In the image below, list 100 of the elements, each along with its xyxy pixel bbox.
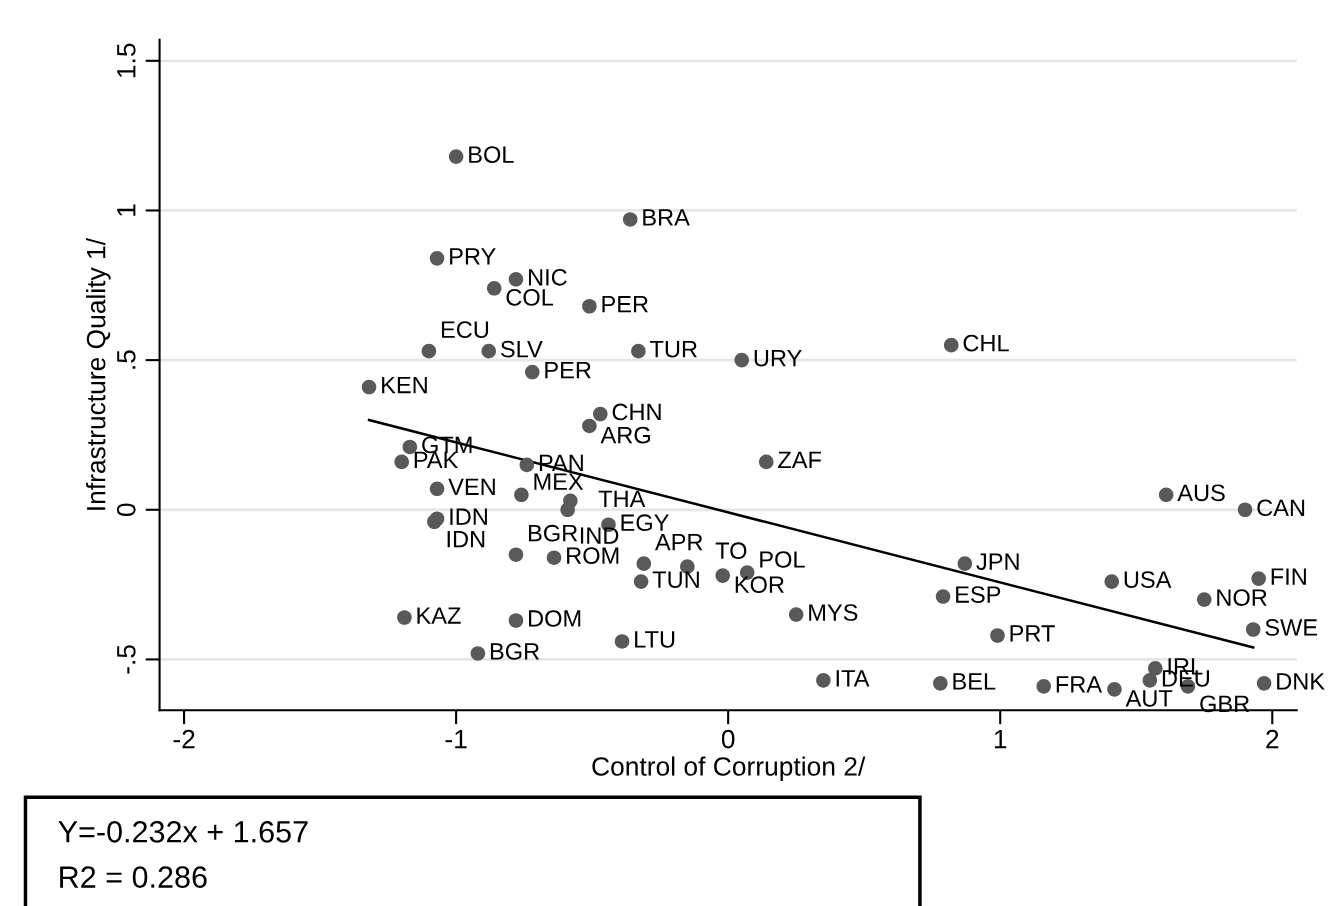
point (481, 343, 497, 359)
data-label: COL (506, 289, 554, 306)
data-label: URY (754, 349, 802, 367)
data-label: PRT (1010, 625, 1055, 642)
data-label: VEN (448, 478, 495, 495)
data-label: EGY (621, 514, 669, 532)
point (816, 673, 831, 688)
y-tick-label: 1 (117, 204, 136, 216)
data-label: KEN (382, 376, 427, 394)
point (935, 589, 951, 604)
point (636, 556, 652, 571)
data-label: IDN (450, 508, 487, 525)
point (758, 454, 774, 470)
point (593, 406, 608, 422)
point (397, 610, 412, 625)
point (525, 364, 540, 380)
data-label: CHN (612, 403, 661, 421)
point (1256, 676, 1272, 691)
point (508, 272, 524, 287)
data-label: IDN (447, 531, 485, 548)
data-label: PAN (539, 454, 583, 471)
x-tick-label: 0 (721, 729, 735, 749)
x-axis-title: Control of Corruption 2/ (592, 756, 866, 782)
point (429, 251, 445, 266)
point (933, 676, 948, 691)
data-label: KOR (735, 576, 784, 594)
data-label: NIC (529, 268, 567, 286)
point (1107, 682, 1122, 697)
data-label: TO (715, 542, 747, 560)
data-label: NOR (1217, 589, 1267, 606)
point (470, 646, 486, 661)
text: Y=-0.232x + 1.657 (58, 820, 308, 843)
data-label: PER (602, 296, 648, 313)
data-label: FRA (1056, 676, 1103, 693)
point (1251, 571, 1266, 586)
y-tick-label: 0 (116, 503, 136, 517)
point (990, 628, 1005, 643)
data-label: BGR (529, 524, 578, 542)
data-label: PER (545, 361, 591, 379)
data-label: KAZ (417, 607, 461, 624)
data-label: BRA (643, 209, 690, 226)
point (734, 352, 750, 368)
data-label: DNK (1277, 673, 1325, 690)
point (508, 613, 524, 628)
point (614, 634, 630, 649)
data-label: FIN (1271, 568, 1306, 585)
point (1158, 487, 1174, 503)
data-label: ITA (836, 670, 870, 687)
data-label: TUN (652, 571, 699, 588)
data-label: ROM (567, 547, 619, 564)
data-label: LTU (635, 631, 675, 648)
text: R2 = 0.286 (60, 866, 207, 888)
point (421, 343, 437, 359)
data-label: APR (654, 534, 703, 551)
point (508, 547, 524, 562)
data-label: ESP (956, 586, 1001, 603)
point (622, 212, 638, 227)
point (1142, 673, 1158, 688)
x-tick-label: 2 (1266, 729, 1279, 749)
point (486, 281, 502, 296)
data-label: CHL (963, 334, 1009, 352)
point (429, 481, 445, 497)
data-label: ARG (600, 426, 650, 444)
point (943, 337, 959, 353)
data-label: AUT (1125, 690, 1173, 707)
data-label: USA (1124, 571, 1172, 588)
point (448, 149, 464, 164)
data-label: POL (760, 551, 805, 568)
point (633, 574, 649, 589)
data-label: BGR (490, 643, 540, 660)
point (361, 379, 377, 395)
data-label: JPN (976, 553, 1019, 570)
point (394, 454, 409, 470)
point (631, 343, 646, 359)
x-tick-label: 1 (994, 730, 1007, 749)
x-tick-label: -2 (173, 729, 195, 749)
point (519, 457, 535, 473)
y-tick-label: -.5 (117, 645, 136, 674)
data-label: DOM (529, 610, 581, 627)
point (1148, 661, 1163, 676)
y-tick-label: 1.5 (117, 43, 136, 78)
data-label: ECU (441, 321, 489, 339)
point (582, 298, 597, 314)
point (788, 607, 804, 622)
point (957, 556, 973, 571)
data-label: MEX (534, 473, 584, 490)
point (560, 502, 575, 518)
y-axis-title: Infrastructure Quality 1/ (86, 237, 111, 510)
data-label: BEL (953, 673, 996, 690)
data-label: AUS (1177, 484, 1225, 502)
data-label: CAN (1257, 499, 1305, 517)
point (546, 550, 562, 565)
data-label: SWE (1265, 619, 1318, 636)
point (715, 568, 731, 583)
data-label: ZAF (778, 451, 822, 468)
point (1196, 592, 1212, 607)
data-label: TUR (650, 341, 697, 358)
data-label: THA (598, 490, 646, 507)
y-tick-label: .5 (117, 350, 136, 369)
x-tick-label: -1 (445, 730, 467, 749)
